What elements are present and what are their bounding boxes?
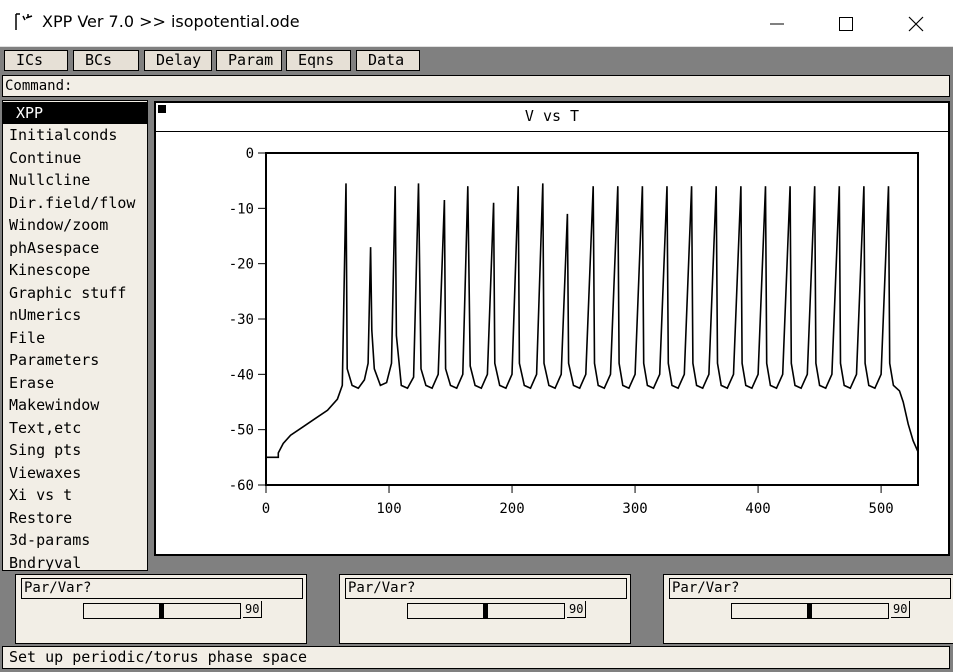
y-tick-label: -20 (229, 257, 254, 273)
y-tick-label: -10 (229, 201, 254, 217)
menu-item-initialconds[interactable]: Initialconds (9, 126, 118, 144)
menu-item-continue[interactable]: Continue (9, 148, 82, 167)
slider-param-field[interactable]: Par/Var? (21, 578, 303, 599)
eqns-button[interactable]: Eqns (286, 50, 351, 71)
slider-param-field[interactable]: Par/Var? (669, 578, 951, 599)
x-tick-label: 400 (745, 501, 770, 517)
graph-title-divider (156, 131, 948, 132)
command-input[interactable]: Command: (2, 75, 950, 97)
menu-item-graphic-stuff[interactable]: Graphic stuff (9, 283, 127, 302)
menu-item-file[interactable]: File (9, 328, 46, 347)
menu-item-3d-params[interactable]: 3d-params (9, 531, 91, 549)
y-tick-label: -40 (229, 367, 254, 383)
y-tick-label: -30 (229, 312, 254, 328)
y-tick-label: -60 (229, 478, 254, 494)
minimize-icon (770, 23, 784, 24)
bcs-button[interactable]: BCs (73, 50, 139, 71)
slider-track[interactable] (83, 603, 241, 619)
maximize-button[interactable] (823, 0, 869, 47)
menu-item-xpp[interactable]: XPP (3, 102, 147, 124)
menu-item-viewaxes[interactable]: Viewaxes (9, 463, 82, 482)
slider-track[interactable] (731, 603, 889, 619)
y-tick-label: 0 (246, 146, 254, 162)
slider-track[interactable] (407, 603, 565, 619)
ics-button[interactable]: ICs (4, 50, 68, 71)
app-icon (15, 13, 33, 30)
x-tick-label: 100 (376, 501, 401, 517)
slider-panel-1: Par/Var? 90 (15, 574, 307, 644)
param-button[interactable]: Param (216, 50, 282, 71)
menu-item-dir-field-flow[interactable]: Dir.field/flow (9, 193, 136, 212)
menu-item-sing-pts[interactable]: Sing pts (9, 441, 82, 459)
menu-item-numerics[interactable]: nUmerics (9, 306, 82, 324)
graph-title: V vs T (524, 107, 580, 125)
slider-max-field[interactable]: 90 (891, 601, 911, 618)
slider-thumb[interactable] (807, 604, 812, 618)
graph-window[interactable]: V vs T 0 -10 -20 -30 -40 -50 -60 0 100 200 300 400… (154, 101, 950, 556)
x-tick-label: 200 (499, 501, 524, 517)
menu-item-makewindow[interactable]: Makewindow (9, 396, 100, 414)
menu-item-bndryval[interactable]: Bndryval (9, 553, 82, 572)
menu-item-phasespace[interactable]: phAsespace (9, 238, 100, 257)
y-tick-label: -50 (229, 423, 254, 439)
slider-max-field[interactable]: 90 (243, 601, 263, 618)
menu-item-text-etc[interactable]: Text,etc (9, 418, 82, 437)
x-tick-label: 0 (262, 501, 270, 517)
close-button[interactable] (893, 0, 939, 47)
slider-thumb[interactable] (483, 604, 488, 618)
menu-item-window-zoom[interactable]: Window/zoom (9, 216, 109, 234)
series-line (266, 183, 919, 459)
graph-corner-marker (158, 105, 166, 113)
menu-item-parameters[interactable]: Parameters (9, 351, 100, 369)
command-label: Command: (5, 78, 73, 94)
maximize-icon (839, 16, 853, 31)
x-tick-label: 500 (868, 501, 893, 517)
slider-panel-2: Par/Var? 90 (339, 574, 631, 644)
slider-param-field[interactable]: Par/Var? (345, 578, 627, 599)
plot-area[interactable]: 0 -10 -20 -30 -40 -50 -60 0 100 200 300 400 500 (156, 103, 948, 554)
title-bar: XPP Ver 7.0 >> isopotential.ode (0, 0, 953, 47)
menu-item-nullcline[interactable]: Nullcline (9, 171, 91, 189)
delay-button[interactable]: Delay (144, 50, 212, 71)
slider-panel-3: Par/Var? 90 (663, 574, 953, 644)
slider-thumb[interactable] (159, 604, 164, 618)
toolbar: ICs BCs Delay Param Eqns Data (0, 47, 953, 74)
menu-item-kinescope[interactable]: Kinescope (9, 261, 91, 279)
data-button[interactable]: Data (356, 50, 420, 71)
menu-item-xi-vs-t[interactable]: Xi vs t (9, 486, 73, 504)
x-tick-label: 300 (622, 501, 647, 517)
minimize-button[interactable] (754, 0, 800, 47)
status-bar: Set up periodic/torus phase space (2, 646, 950, 669)
window-title: XPP Ver 7.0 >> isopotential.ode (42, 12, 300, 31)
slider-max-field[interactable]: 90 (567, 601, 587, 618)
close-icon (908, 16, 924, 31)
menu-item-restore[interactable]: Restore (9, 508, 73, 527)
menu-item-erase[interactable]: Erase (9, 373, 55, 392)
main-menu: XPP Initialconds Continue Nullcline Dir.… (2, 100, 148, 572)
